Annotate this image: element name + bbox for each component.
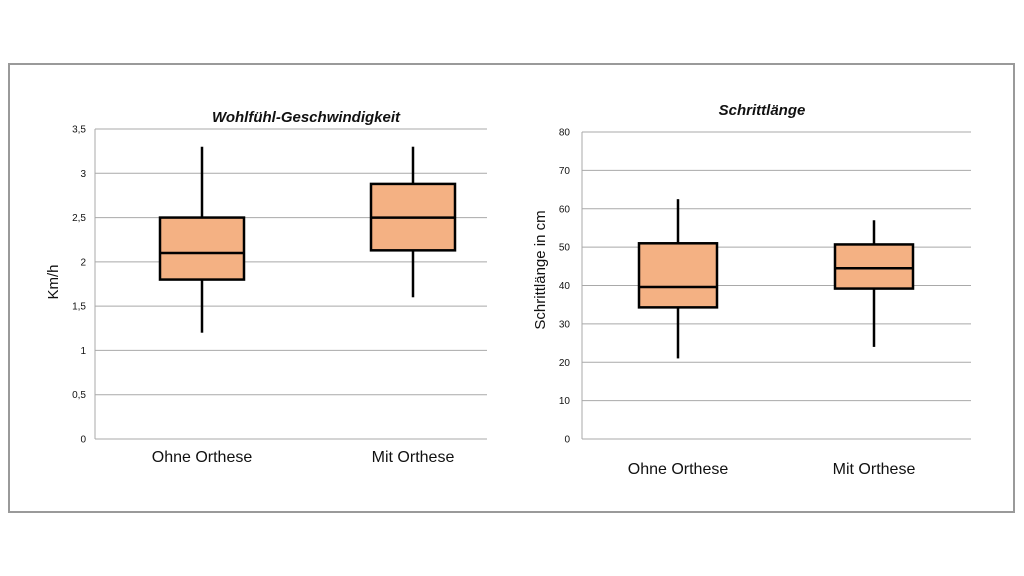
y-tick-label: 80 (559, 128, 571, 139)
box-1 (637, 199, 719, 359)
y-tick-label: 0 (80, 435, 86, 446)
iqr-box (833, 243, 915, 290)
y-tick-label: 0 (564, 435, 570, 446)
y-tick-label: 2,5 (72, 213, 86, 224)
y-tick-label: 10 (559, 396, 571, 407)
y-tick-label: 60 (559, 204, 571, 215)
y-tick-label: 40 (559, 281, 571, 292)
iqr-box (637, 242, 719, 309)
chart-title: Wohlfühl-Geschwindigkeit (212, 109, 401, 126)
x-category-label: Mit Orthese (833, 461, 916, 478)
y-tick-label: 3 (80, 169, 86, 180)
y-axis-label: Schrittlänge in cm (532, 210, 549, 329)
box-2 (833, 220, 915, 347)
box-2 (369, 146, 457, 298)
chart-1: Wohlfühl-Geschwindigkeit 0 0,5 1 1,5 2 2,5 3 3,5… (45, 109, 487, 466)
y-axis-label: Km/h (45, 264, 62, 299)
y-tick-label: 20 (559, 358, 571, 369)
y-tick-label: 3,5 (72, 125, 86, 136)
x-category-label: Ohne Orthese (628, 461, 729, 478)
y-tick-label: 30 (559, 319, 571, 330)
y-tick-label: 0,5 (72, 390, 86, 401)
y-tick-label: 1 (80, 346, 86, 357)
y-tick-label: 1,5 (72, 302, 86, 313)
y-tick-label: 70 (559, 166, 571, 177)
iqr-box (158, 216, 246, 281)
y-tick-label: 50 (559, 243, 571, 254)
box-1 (158, 146, 246, 333)
x-category-label: Mit Orthese (372, 449, 455, 466)
chart-2: Schrittlänge 0 10 20 30 40 50 60 70 80 Schrittläng… (532, 102, 971, 478)
chart-title: Schrittlänge (719, 102, 806, 119)
x-category-label: Ohne Orthese (152, 449, 253, 466)
y-tick-label: 2 (80, 257, 86, 268)
